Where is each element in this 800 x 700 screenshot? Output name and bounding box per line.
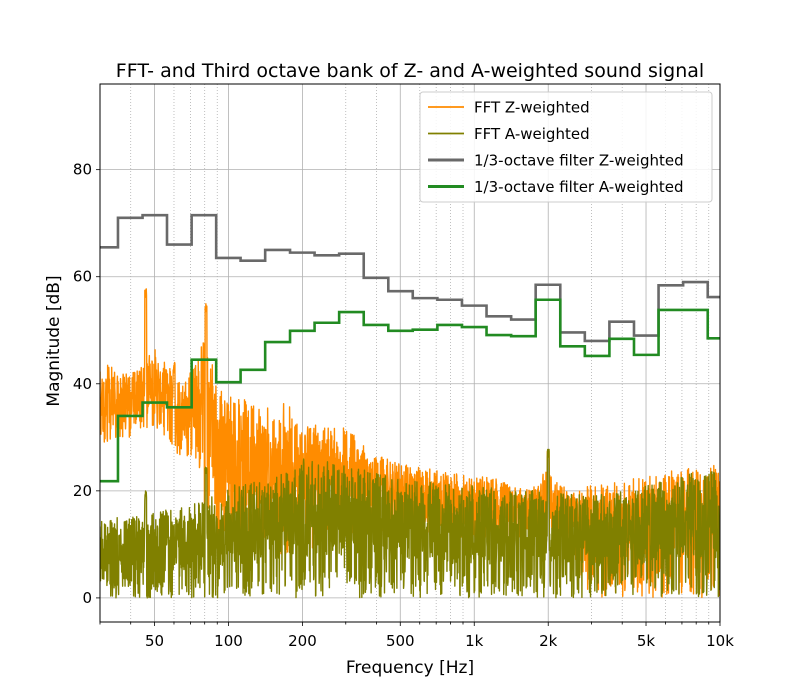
legend-box [419, 91, 713, 203]
x-tick-label: 100 [214, 632, 243, 650]
y-tick-label: 40 [73, 375, 92, 393]
legend-label: 1/3-octave filter Z-weighted [474, 152, 684, 170]
y-tick-label: 0 [82, 589, 92, 607]
plot-frame [99, 83, 721, 623]
chart-title: FFT- and Third octave bank of Z- and A-w… [116, 60, 704, 82]
y-tick-label: 20 [73, 482, 92, 500]
x-tick-label: 5k [637, 632, 656, 650]
plot-area [100, 213, 720, 599]
x-tick-label: 500 [386, 632, 415, 650]
series-line-fft-1 [100, 448, 720, 599]
x-axis-label: Frequency [Hz] [346, 658, 474, 678]
y-tick-label: 60 [73, 268, 92, 286]
x-tick-label: 2k [539, 632, 558, 650]
y-axis-label: Magnitude [dB] [44, 275, 64, 406]
legend: FFT Z-weighted FFT A-weighted 1/3-octave f… [419, 91, 713, 203]
x-tick-label: 1k [465, 632, 484, 650]
x-tick-label: 10k [706, 632, 734, 650]
legend-label: FFT Z-weighted [474, 99, 590, 117]
series-line-octave-3 [100, 298, 720, 483]
legend-label: FFT A-weighted [474, 125, 590, 143]
y-tick-label: 80 [73, 161, 92, 179]
series-line-octave-2 [100, 213, 720, 343]
axis-ticks: 50 100 200 500 1k 2k 5k 10k 0 20 40 60 80 [73, 161, 734, 650]
legend-label: 1/3-octave filter A-weighted [474, 178, 684, 196]
x-tick-label: 200 [288, 632, 317, 650]
x-tick-label: 50 [145, 632, 164, 650]
